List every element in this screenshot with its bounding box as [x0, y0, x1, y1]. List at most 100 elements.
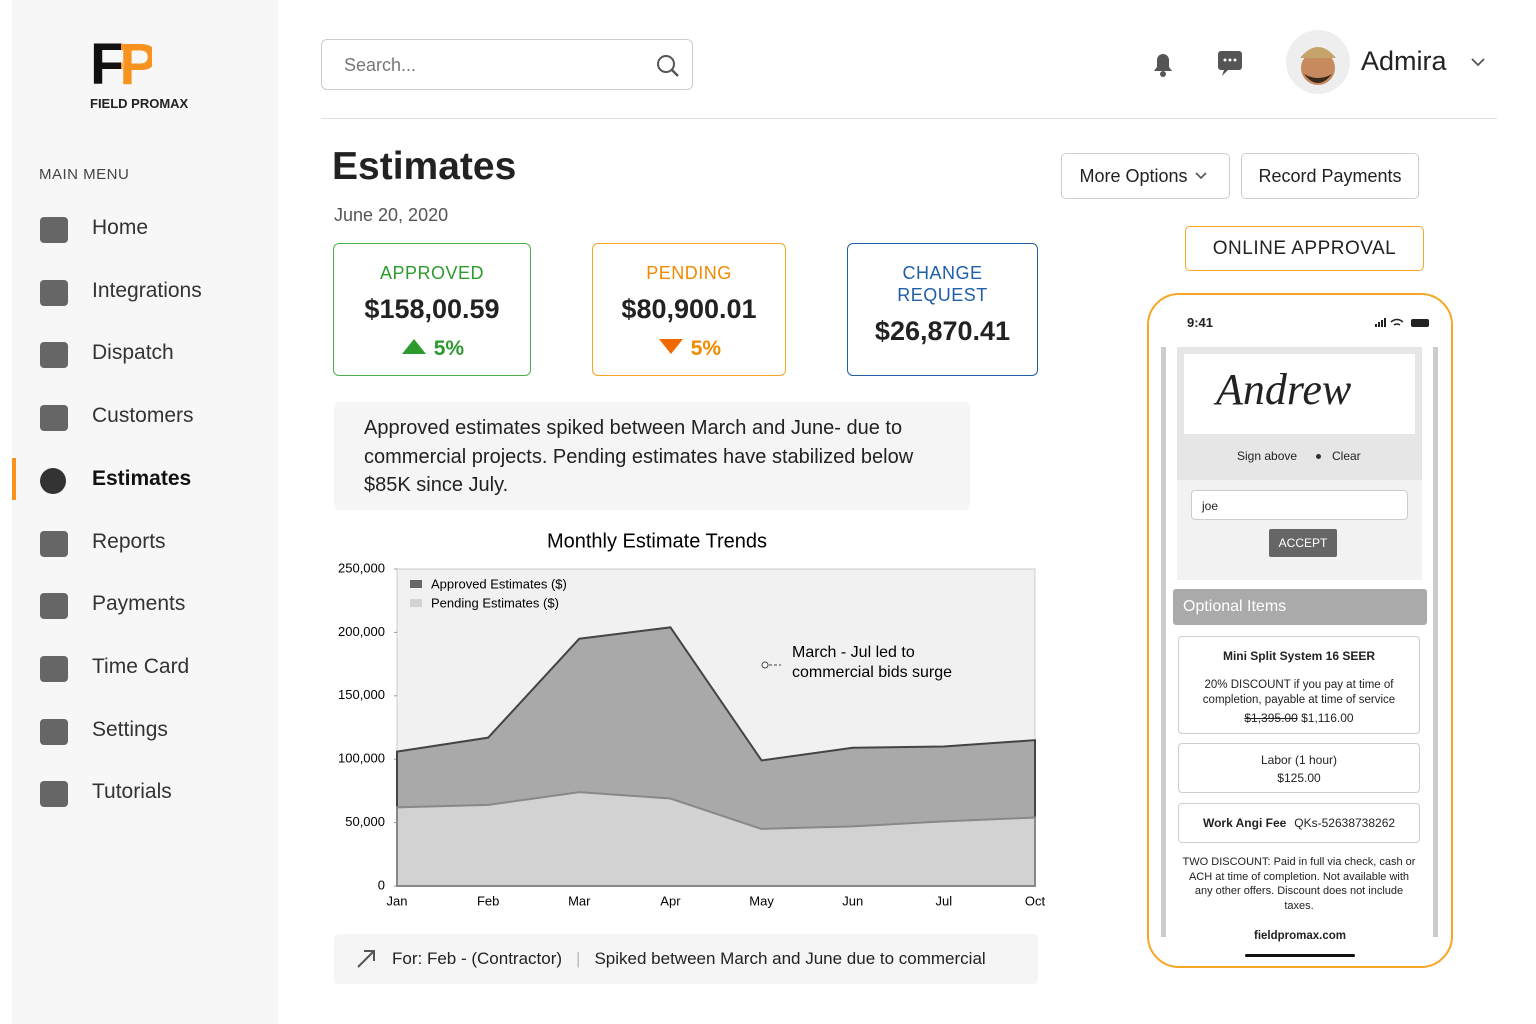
clear-link[interactable]: Clear [1332, 449, 1361, 463]
y-tick-label: 250,000 [338, 560, 385, 575]
price: $1,116.00 [1301, 711, 1354, 725]
item-code: QKs-52638738262 [1294, 816, 1396, 830]
x-tick-label: Feb [477, 893, 499, 908]
logo-mark: FP [90, 32, 158, 97]
chevron [1194, 172, 1207, 180]
x-tick-label: Oct [1025, 893, 1046, 908]
area [396, 791, 1036, 887]
user-name[interactable]: Admira [1361, 46, 1447, 76]
phone-time: 9:41 [1187, 315, 1214, 330]
chart-title: Monthly Estimate Trends [547, 530, 767, 552]
logo-name: FIELD PROMAX [90, 96, 189, 111]
menu-item[interactable]: Payments [92, 592, 186, 616]
card-amount: $26,870.41 [874, 316, 1011, 346]
annotation-marker [761, 661, 769, 669]
card-change: 5% [334, 337, 530, 361]
user-chevron[interactable] [1470, 56, 1486, 68]
menu-item[interactable]: Home [92, 216, 149, 239]
menu-item[interactable]: Dispatch [92, 341, 174, 365]
name-input[interactable]: joe [1191, 490, 1408, 520]
change-value: 5% [690, 337, 722, 360]
page-date: June 20, 2020 [334, 205, 449, 225]
menu-icon [40, 467, 66, 494]
old-price: $1,395.00 [1244, 711, 1298, 725]
optional-heading: Optional Items [1173, 589, 1427, 625]
active-indicator [12, 458, 16, 500]
disclaimer: TWO DISCOUNT: Paid in full via check, ca… [1182, 856, 1416, 912]
sign-above: Sign above [1237, 449, 1298, 463]
menu-icon [40, 217, 68, 243]
item-card: Labor (1 hour) $125.00 [1178, 743, 1420, 793]
menu-item[interactable]: Reports [92, 529, 166, 553]
chart: Monthly Estimate Trends 0 50,000 100,000 15… [338, 530, 1046, 908]
menu-item[interactable]: Integrations [92, 278, 202, 302]
x-tick-label: Apr [660, 893, 681, 908]
item-card: Mini Split System 16 SEER 20% DISCOUNT i… [1178, 636, 1420, 734]
legend-label: Approved Estimates ($) [431, 576, 567, 591]
card-label: CHANGE REQUEST [897, 263, 988, 305]
footer-bar: For: Feb - (Contractor) | Spiked between… [334, 934, 1038, 984]
y-tick-label: 50,000 [345, 814, 385, 829]
down-arrow [658, 339, 683, 354]
legend-swatch [410, 599, 422, 607]
frame-bar [1161, 347, 1166, 937]
record-payments-button[interactable]: Record Payments [1241, 153, 1419, 199]
card-label: APPROVED [379, 263, 485, 283]
change-request-card: CHANGE REQUEST $26,870.41 [847, 243, 1038, 376]
x-tick-label: Jul [936, 893, 953, 908]
search-placeholder: Search... [344, 55, 417, 75]
card-change: 5% [593, 337, 785, 361]
card-amount: $80,900.01 [621, 294, 757, 324]
change-value: 5% [433, 337, 465, 360]
menu-icon [40, 781, 68, 808]
x-tick-label: Jan [387, 893, 408, 908]
page-title: Estimates [332, 145, 517, 188]
card-amount: $158,00.59 [364, 294, 500, 324]
search-icon [657, 55, 679, 77]
footer-note: Spiked between March and June due to com… [594, 949, 986, 968]
x-tick-label: Jun [842, 893, 863, 908]
menu-item[interactable]: Customers [92, 404, 194, 428]
footer-for: For: Feb - (Contractor) [392, 949, 563, 968]
menu-item[interactable]: Tutorials [92, 780, 172, 804]
pending-card: PENDING $80,900.01 5% [592, 243, 786, 376]
status-icons [1375, 318, 1429, 327]
menu-icon [40, 593, 68, 620]
site: fieldpromax.com [1253, 930, 1347, 942]
signature: Andrew [1184, 354, 1415, 434]
avatar[interactable] [1286, 30, 1350, 94]
item-title: Labor (1 hour) [1260, 753, 1338, 767]
card-label: PENDING [646, 263, 732, 283]
phone: 9:41 Andrew Sign above Clear joe ACCEPT … [1147, 293, 1453, 968]
item-desc: 20% DISCOUNT if you pay at time of compl… [1202, 679, 1396, 706]
search-box[interactable]: Search... [321, 39, 693, 90]
menu-item[interactable]: Estimates [92, 466, 192, 490]
menu-icon [40, 655, 68, 682]
y-tick-label: 150,000 [338, 687, 385, 702]
online-approval-button[interactable]: ONLINE APPROVAL [1185, 226, 1424, 271]
x-tick-label: May [749, 893, 774, 908]
home-indicator [1245, 954, 1355, 957]
menu-item[interactable]: Time Card [92, 654, 190, 678]
signature-area: Andrew Sign above Clear [1177, 347, 1422, 480]
annotation: March - Jul led to commercial bids surge [792, 644, 952, 681]
more-options-button[interactable]: More Options [1061, 153, 1230, 199]
legend-label: Pending Estimates ($) [431, 595, 559, 610]
menu-icon [40, 342, 68, 369]
input-area: joe ACCEPT [1177, 480, 1422, 580]
dot [1316, 454, 1321, 459]
legend-swatch [410, 580, 422, 588]
accept-button[interactable]: ACCEPT [1269, 529, 1337, 557]
sidebar: FP FIELD PROMAX MAIN MENU Home Integratio… [12, 0, 278, 1024]
y-tick-label: 200,000 [338, 624, 385, 639]
item-prices: $1,395.00 $1,116.00 [1179, 711, 1419, 725]
frame-bar [1433, 347, 1438, 937]
y-tick-label: 100,000 [338, 751, 385, 766]
item-card: Work Angi Fee QKs-52638738262 [1178, 803, 1420, 843]
up-arrow [401, 339, 426, 354]
menu-icon [40, 405, 68, 432]
item-price: $125.00 [1277, 771, 1321, 785]
menu-item[interactable]: Settings [92, 717, 168, 741]
header-icons[interactable] [1150, 47, 1250, 79]
item-title: Work Angi Fee [1202, 816, 1287, 830]
